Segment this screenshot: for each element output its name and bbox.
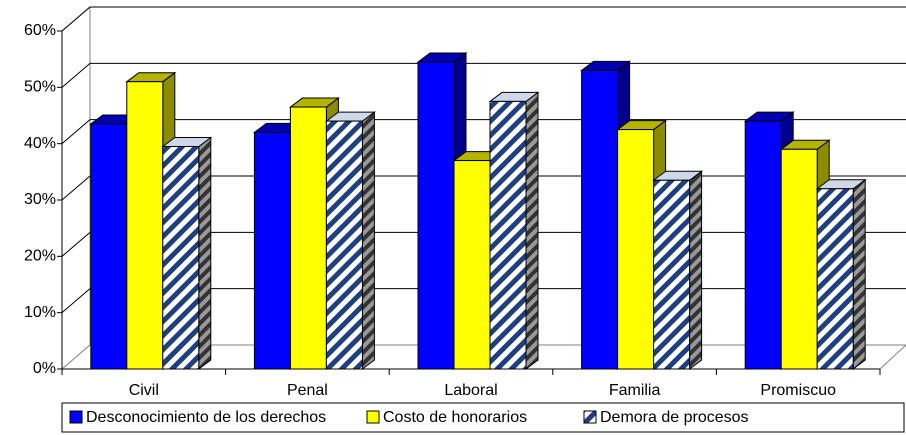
legend-label: Demora de procesos	[600, 409, 749, 426]
y-tick-label: 30%	[24, 191, 56, 208]
x-tick-label: Penal	[287, 382, 328, 399]
legend-swatch	[583, 410, 597, 424]
y-tick-label: 0%	[33, 360, 56, 377]
bar	[126, 81, 164, 370]
legend-swatch	[69, 410, 83, 424]
y-tick-label: 50%	[24, 79, 56, 96]
grid-line	[61, 62, 91, 88]
bar	[780, 148, 818, 370]
y-tick-label: 20%	[24, 248, 56, 265]
grid-line	[61, 288, 91, 314]
bar-side	[525, 91, 539, 370]
bar	[253, 131, 291, 370]
bar-side	[689, 170, 703, 370]
bar	[417, 61, 455, 370]
x-tick-label: Promiscuo	[760, 382, 836, 399]
grid-line	[61, 231, 91, 257]
legend-swatch	[366, 410, 380, 424]
grid-line	[61, 119, 91, 145]
bar-side	[361, 111, 375, 370]
bar	[489, 100, 527, 370]
bar	[653, 179, 691, 370]
legend	[61, 402, 905, 433]
grid-line	[61, 175, 91, 201]
y-tick-label: 10%	[24, 304, 56, 321]
bar	[325, 120, 363, 370]
bar-side	[852, 178, 866, 370]
bar	[90, 123, 128, 370]
bar	[453, 160, 491, 370]
grid-line	[61, 6, 91, 32]
y-tick-label: 40%	[24, 135, 56, 152]
bar	[617, 129, 655, 370]
legend-label: Desconocimiento de los derechos	[86, 409, 326, 426]
bar	[744, 120, 782, 370]
x-tick-label: Laboral	[444, 382, 497, 399]
x-tick-label: Familia	[609, 382, 661, 399]
bar	[289, 106, 327, 370]
bar	[816, 188, 854, 370]
x-tick-label: Civil	[129, 382, 159, 399]
bar	[162, 145, 200, 370]
bar-side	[198, 136, 212, 370]
bar	[581, 69, 619, 370]
y-tick-label: 60%	[24, 22, 56, 39]
legend-label: Costo de honorarios	[383, 409, 527, 426]
